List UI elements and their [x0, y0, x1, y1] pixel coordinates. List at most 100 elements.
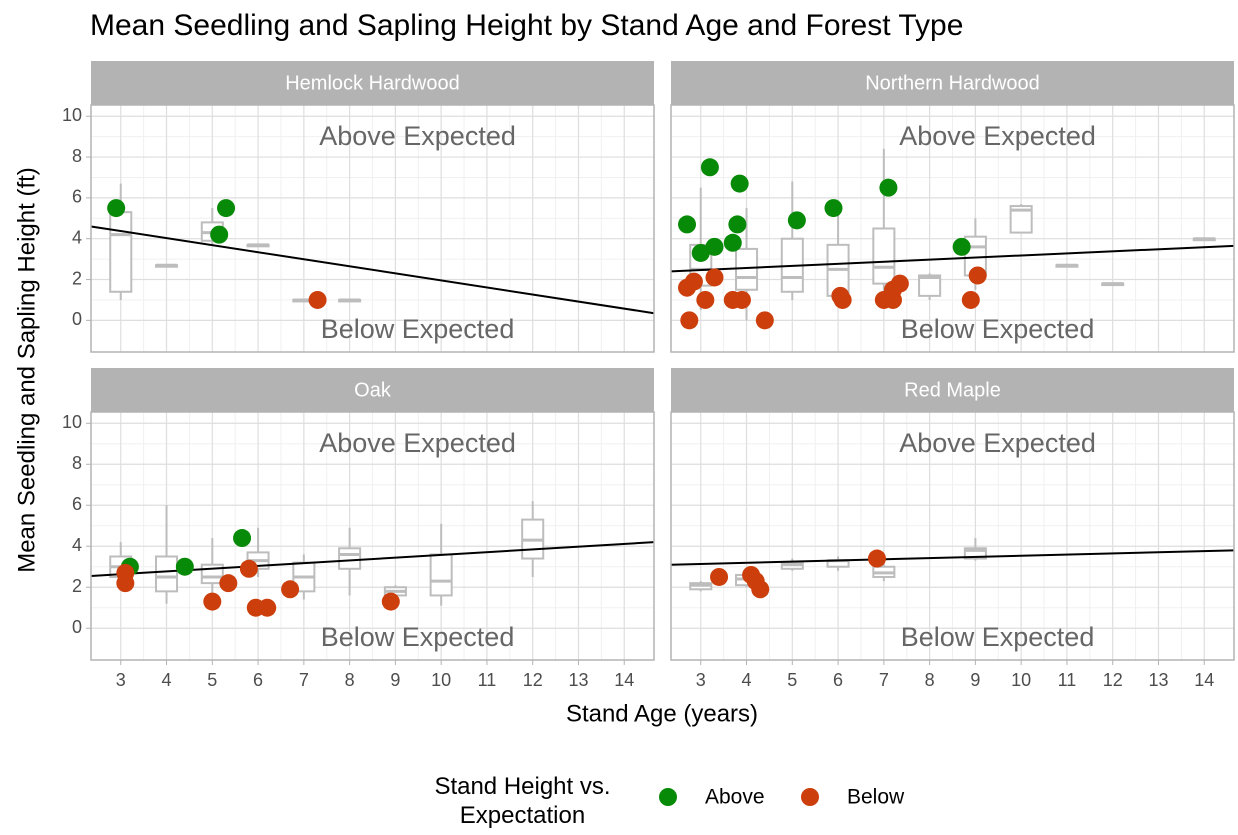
- point: [691, 243, 710, 262]
- x-tick-label: 11: [1058, 670, 1077, 690]
- x-tick-label: 11: [478, 670, 497, 690]
- y-tick-label: 6: [72, 187, 82, 207]
- y-tick-label: 4: [72, 535, 82, 555]
- annotation: Below Expected: [901, 314, 1095, 344]
- x-tick-label: 9: [390, 670, 400, 690]
- annotation: Below Expected: [901, 622, 1095, 652]
- annotation: Above Expected: [899, 428, 1096, 458]
- annotation: Above Expected: [899, 121, 1096, 151]
- point: [258, 598, 277, 617]
- legend-marker: [801, 788, 819, 806]
- strip: [671, 368, 1234, 412]
- x-tick-label: 13: [568, 670, 588, 690]
- point: [210, 225, 229, 244]
- y-tick-label: 0: [72, 617, 82, 637]
- point: [751, 580, 770, 599]
- legend-title: Stand Height vs. Expectation: [434, 773, 611, 829]
- point: [952, 237, 971, 256]
- point: [732, 290, 751, 309]
- y-tick-label: 2: [72, 268, 82, 288]
- y-tick-label: 10: [62, 412, 82, 432]
- panel-border: [90, 104, 655, 353]
- point: [308, 290, 327, 309]
- strip: [91, 61, 654, 105]
- x-tick-label: 4: [742, 670, 752, 690]
- point: [700, 158, 719, 177]
- x-tick-label: 5: [207, 670, 217, 690]
- box: [734, 247, 759, 291]
- strip: [91, 368, 654, 412]
- point: [107, 199, 126, 218]
- box: [429, 553, 453, 597]
- x-tick-label: 5: [787, 670, 797, 690]
- x-axis-label: Stand Age (years): [566, 700, 758, 727]
- box: [872, 227, 896, 285]
- point: [203, 592, 222, 611]
- x-tick-label: 12: [523, 670, 543, 690]
- point: [175, 557, 194, 576]
- x-tick-label: 3: [116, 670, 126, 690]
- x-tick-label: 12: [1103, 670, 1123, 690]
- annotation: Above Expected: [319, 428, 516, 458]
- point: [678, 215, 697, 234]
- box: [963, 547, 987, 560]
- strip-title: Hemlock Hardwood: [285, 72, 460, 94]
- y-tick-label: 0: [72, 309, 82, 329]
- annotation: Above Expected: [319, 121, 516, 151]
- point: [723, 233, 742, 252]
- point: [116, 574, 135, 593]
- legend-label: Below: [847, 786, 905, 809]
- point: [867, 549, 886, 568]
- legend-label: Above: [705, 786, 765, 809]
- x-tick-label: 13: [1148, 670, 1168, 690]
- box: [1009, 205, 1033, 234]
- point: [696, 290, 715, 309]
- point: [968, 266, 987, 285]
- point: [705, 268, 724, 287]
- point: [824, 199, 843, 218]
- point: [684, 272, 703, 291]
- x-tick-label: 8: [925, 670, 935, 690]
- box: [338, 547, 362, 570]
- point: [833, 290, 852, 309]
- y-tick-label: 8: [72, 453, 82, 473]
- trend-line: [670, 549, 1235, 566]
- strip: [671, 61, 1234, 105]
- point: [728, 215, 747, 234]
- y-tick-label: 6: [72, 494, 82, 514]
- chart-title: Mean Seedling and Sapling Height by Stan…: [90, 9, 963, 42]
- trend-line: [670, 244, 1235, 273]
- x-tick-label: 10: [1011, 670, 1031, 690]
- x-tick-label: 6: [833, 670, 843, 690]
- x-tick-label: 7: [879, 670, 889, 690]
- point: [239, 559, 258, 578]
- y-tick-label: 4: [72, 227, 82, 247]
- x-tick-label: 6: [253, 670, 263, 690]
- point: [381, 592, 400, 611]
- legend-marker: [659, 788, 677, 806]
- x-tick-label: 4: [162, 670, 172, 690]
- y-tick-label: 10: [62, 105, 82, 125]
- point: [680, 311, 699, 330]
- point: [755, 311, 774, 330]
- point: [233, 529, 252, 548]
- strip-title: Northern Hardwood: [865, 72, 1040, 94]
- y-tick-label: 2: [72, 576, 82, 596]
- point: [961, 290, 980, 309]
- point: [705, 237, 724, 256]
- point: [217, 199, 236, 218]
- point: [787, 211, 806, 230]
- x-tick-label: 3: [696, 670, 706, 690]
- panel-border: [670, 411, 1235, 661]
- y-axis-label: Mean Seedling and Sapling Height (ft): [13, 167, 40, 573]
- annotation: Below Expected: [321, 622, 515, 652]
- point: [710, 567, 729, 586]
- box: [918, 274, 942, 297]
- annotation: Below Expected: [321, 314, 515, 344]
- x-tick-label: 9: [970, 670, 980, 690]
- box: [154, 555, 179, 593]
- x-tick-label: 14: [1194, 670, 1214, 690]
- x-tick-label: 8: [345, 670, 355, 690]
